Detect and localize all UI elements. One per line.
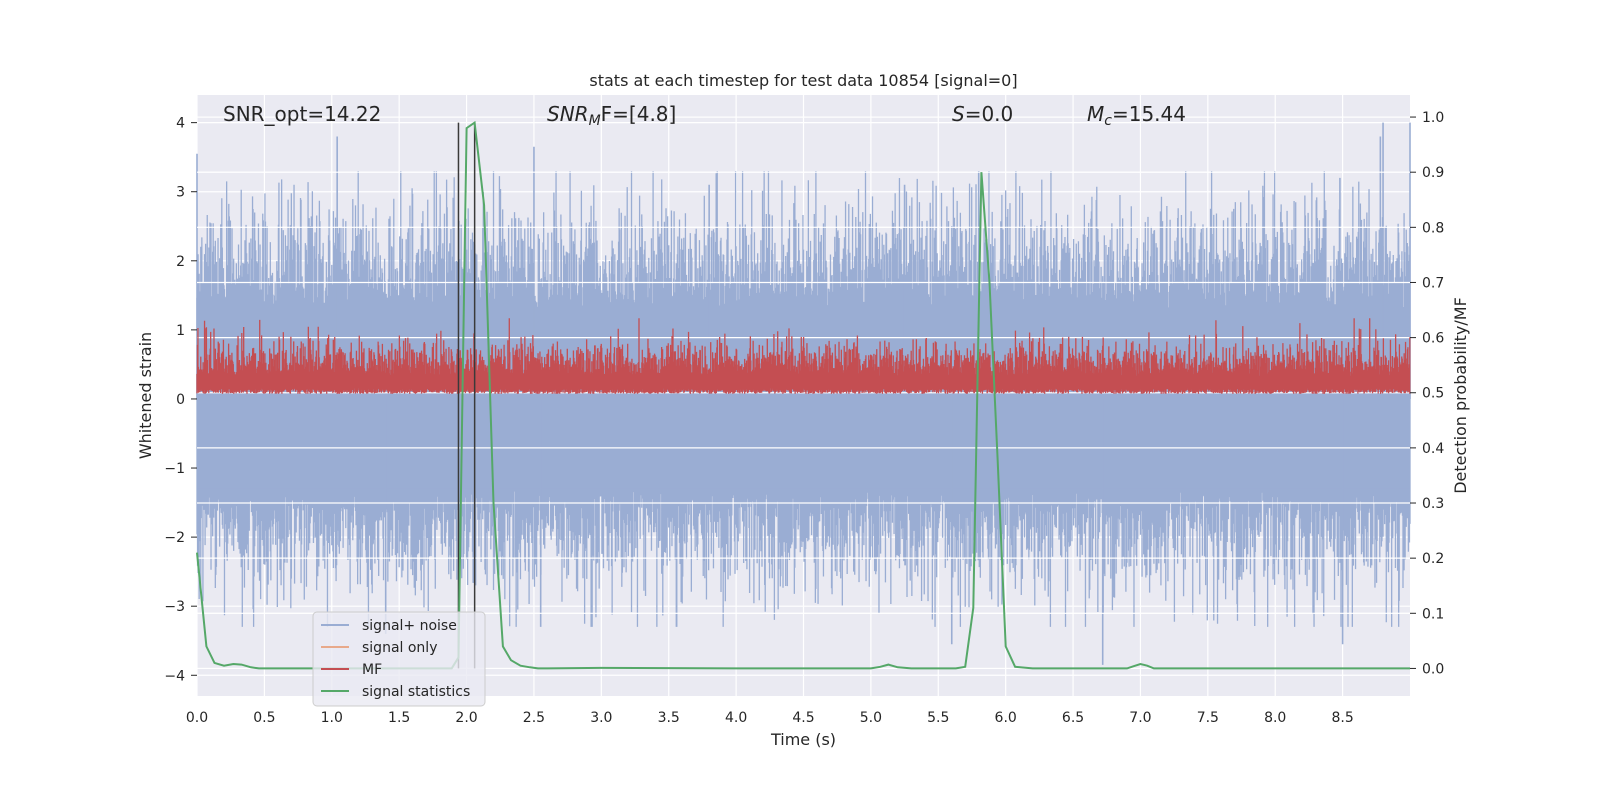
x-tick-label: 6.5 xyxy=(1062,710,1084,726)
x-tick-label: 7.0 xyxy=(1129,710,1151,726)
x-tick-label: 6.0 xyxy=(995,710,1017,726)
legend-item-mf-label: MF xyxy=(362,662,382,678)
s-base: S xyxy=(952,102,965,126)
y2-tick-label: 0.6 xyxy=(1422,331,1444,347)
x-tick-label: 0.5 xyxy=(253,710,275,726)
x-tick-label: 3.0 xyxy=(590,710,612,726)
y2-tick-label: 0.8 xyxy=(1422,220,1444,236)
annotation-snr-mf: SNRMF=[4.8] xyxy=(547,102,676,129)
y2-tick-label: 1.0 xyxy=(1422,110,1444,126)
x-tick-label: 2.0 xyxy=(455,710,477,726)
y-axis-ticks: 4 3 2 1 0 −1 −2 −3 −4 xyxy=(164,116,197,684)
x-tick-label: 1.0 xyxy=(321,710,343,726)
y2-tick-label: 0.1 xyxy=(1422,606,1444,622)
y-tick-label: 0 xyxy=(176,392,185,408)
y-tick-label: −1 xyxy=(164,461,185,477)
y-tick-label: 4 xyxy=(176,116,185,132)
x-tick-label: 4.5 xyxy=(792,710,814,726)
mc-sub: c xyxy=(1104,113,1112,129)
y2-axis-ticks: 1.0 0.9 0.8 0.7 0.6 0.5 0.4 0.3 0.2 0.1 0.0 xyxy=(1410,110,1444,677)
mf-series xyxy=(196,318,1411,394)
y-tick-label: 3 xyxy=(176,185,185,201)
y-tick-label: −3 xyxy=(164,599,185,615)
x-axis-ticks: 0.0 0.5 1.0 1.5 2.0 2.5 3.0 3.5 4.0 4.5 5.0 5.5 6.0 6… xyxy=(186,710,1354,726)
x-tick-label: 2.5 xyxy=(523,710,545,726)
x-tick-label: 5.0 xyxy=(860,710,882,726)
x-tick-label: 0.0 xyxy=(186,710,208,726)
y-axis-label: Whitened strain xyxy=(136,332,155,459)
x-tick-label: 8.0 xyxy=(1264,710,1286,726)
x-tick-label: 5.5 xyxy=(927,710,949,726)
mc-base: M xyxy=(1087,102,1104,126)
legend-item-signal-only-label: signal only xyxy=(362,640,437,656)
x-axis-label: Time (s) xyxy=(770,730,836,749)
legend-box xyxy=(312,611,486,707)
s-rest: =0.0 xyxy=(965,102,1014,126)
legend-item-signal-noise-label: signal+ noise xyxy=(362,618,457,634)
chart-title: stats at each timestep for test data 108… xyxy=(589,71,1017,90)
signal-statistics-series xyxy=(196,120,1410,670)
legend-item-signal-statistics-label: signal statistics xyxy=(362,684,470,700)
mc-rest: =15.44 xyxy=(1112,102,1186,126)
annotation-snr-opt: SNR_opt=14.22 xyxy=(223,102,381,126)
snr-mf-base: SNR xyxy=(547,102,589,126)
x-tick-label: 7.5 xyxy=(1197,710,1219,726)
y2-tick-label: 0.4 xyxy=(1422,441,1444,457)
y-tick-label: 1 xyxy=(176,323,185,339)
y2-tick-label: 0.2 xyxy=(1422,551,1444,567)
x-tick-label: 4.0 xyxy=(725,710,747,726)
legend: signal+ noise signal only MF signal statist… xyxy=(312,611,486,707)
snr-mf-rest: F=[4.8] xyxy=(601,102,677,126)
vertical-markers xyxy=(457,122,476,669)
x-tick-label: 8.5 xyxy=(1331,710,1353,726)
annotation-mc: Mc=15.44 xyxy=(1087,102,1186,129)
y2-tick-label: 0.7 xyxy=(1422,275,1444,291)
y-tick-label: −4 xyxy=(164,668,185,684)
y-tick-label: 2 xyxy=(176,254,185,270)
annotation-s: S=0.0 xyxy=(952,102,1013,126)
signal-statistics-line xyxy=(196,120,1410,670)
mf-spans xyxy=(196,318,1411,394)
snr-mf-sub: M xyxy=(589,113,601,129)
x-tick-label: 3.5 xyxy=(658,710,680,726)
y2-tick-label: 0.5 xyxy=(1422,386,1444,402)
noise-core xyxy=(197,309,1410,489)
y2-tick-label: 0.0 xyxy=(1422,661,1444,677)
y2-axis-label: Detection probability/MF xyxy=(1451,297,1470,494)
y-tick-label: −2 xyxy=(164,530,185,546)
y2-tick-label: 0.3 xyxy=(1422,496,1444,512)
x-tick-label: 1.5 xyxy=(388,710,410,726)
y2-tick-label: 0.9 xyxy=(1422,165,1444,181)
